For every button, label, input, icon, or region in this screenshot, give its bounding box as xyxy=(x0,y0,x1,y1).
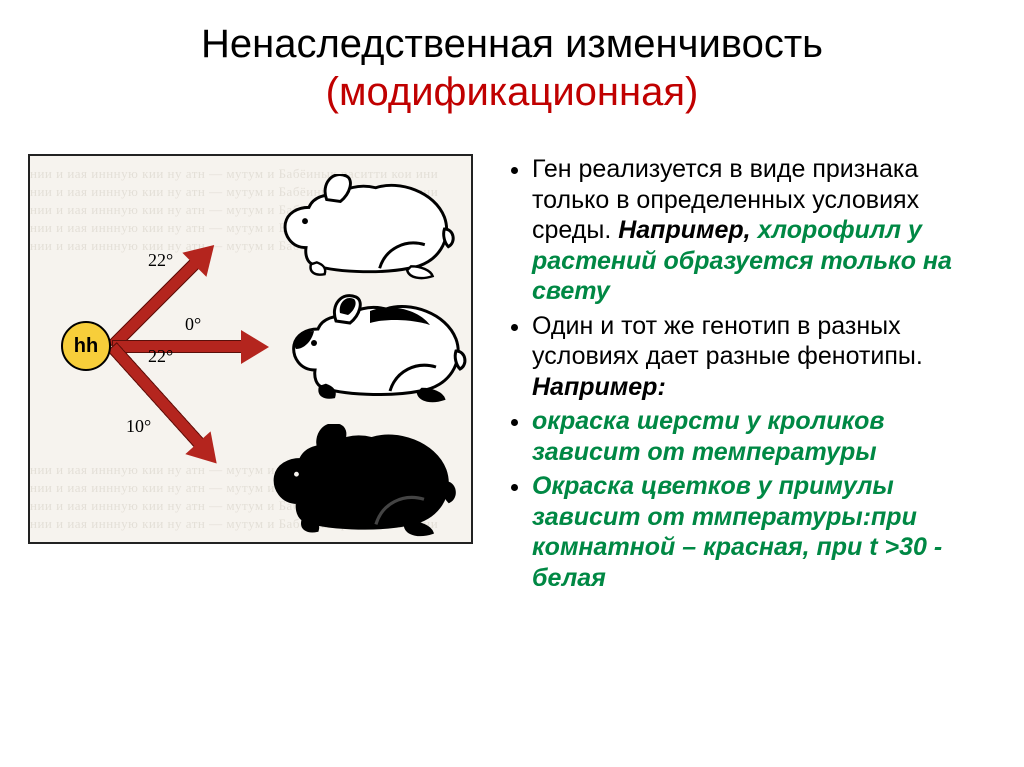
arrow-1 xyxy=(112,340,267,353)
rabbit-icon xyxy=(250,424,460,539)
content-row: нии и иая иннную кии ну атн — мутум и Ба… xyxy=(0,126,1024,597)
bullets-column: Ген реализуется в виде признака только в… xyxy=(488,154,984,597)
gene-circle: hh xyxy=(61,321,111,371)
temp-label-3: 10° xyxy=(126,416,151,437)
temp-label-1: 0° xyxy=(185,314,201,335)
bullet-item-2: окраска шерсти у кроликов зависит от тем… xyxy=(532,406,984,467)
bullet-example-lead: Например, xyxy=(618,216,757,244)
bullet-item-3: Окраска цветков у примулы зависит от тмп… xyxy=(532,471,984,593)
diagram-column: нии и иая иннную кии ну атн — мутум и Ба… xyxy=(28,154,488,597)
rabbit-1 xyxy=(270,294,470,411)
bullet-example-lead: Например: xyxy=(532,373,666,401)
bullet-item-1: Один и тот же генотип в разных условиях … xyxy=(532,311,984,403)
arrow-body xyxy=(112,340,245,353)
arrow-body xyxy=(107,257,201,351)
temp-label-0: 22° xyxy=(148,250,173,271)
bullet-plain: Один и тот же генотип в разных условиях … xyxy=(532,312,923,371)
rabbit-0 xyxy=(260,174,460,287)
bullet-example: Окраска цветков у примулы зависит от тмп… xyxy=(532,472,942,592)
bullet-item-0: Ген реализуется в виде признака только в… xyxy=(532,154,984,307)
title-area: Ненаследственная изменчивость (модификац… xyxy=(0,0,1024,126)
rabbit-icon xyxy=(270,294,470,406)
bullet-list: Ген реализуется в виде признака только в… xyxy=(506,154,984,593)
arrow-head-icon xyxy=(241,330,269,364)
title-line2: (модификационная) xyxy=(0,68,1024,116)
bullet-example: окраска шерсти у кроликов зависит от тем… xyxy=(532,407,885,466)
rabbit-2 xyxy=(250,424,460,544)
rabbit-diagram: нии и иая иннную кии ну атн — мутум и Ба… xyxy=(28,154,473,544)
title-line1: Ненаследственная изменчивость xyxy=(0,20,1024,68)
rabbit-icon xyxy=(260,174,460,282)
temp-label-2: 22° xyxy=(148,346,173,367)
